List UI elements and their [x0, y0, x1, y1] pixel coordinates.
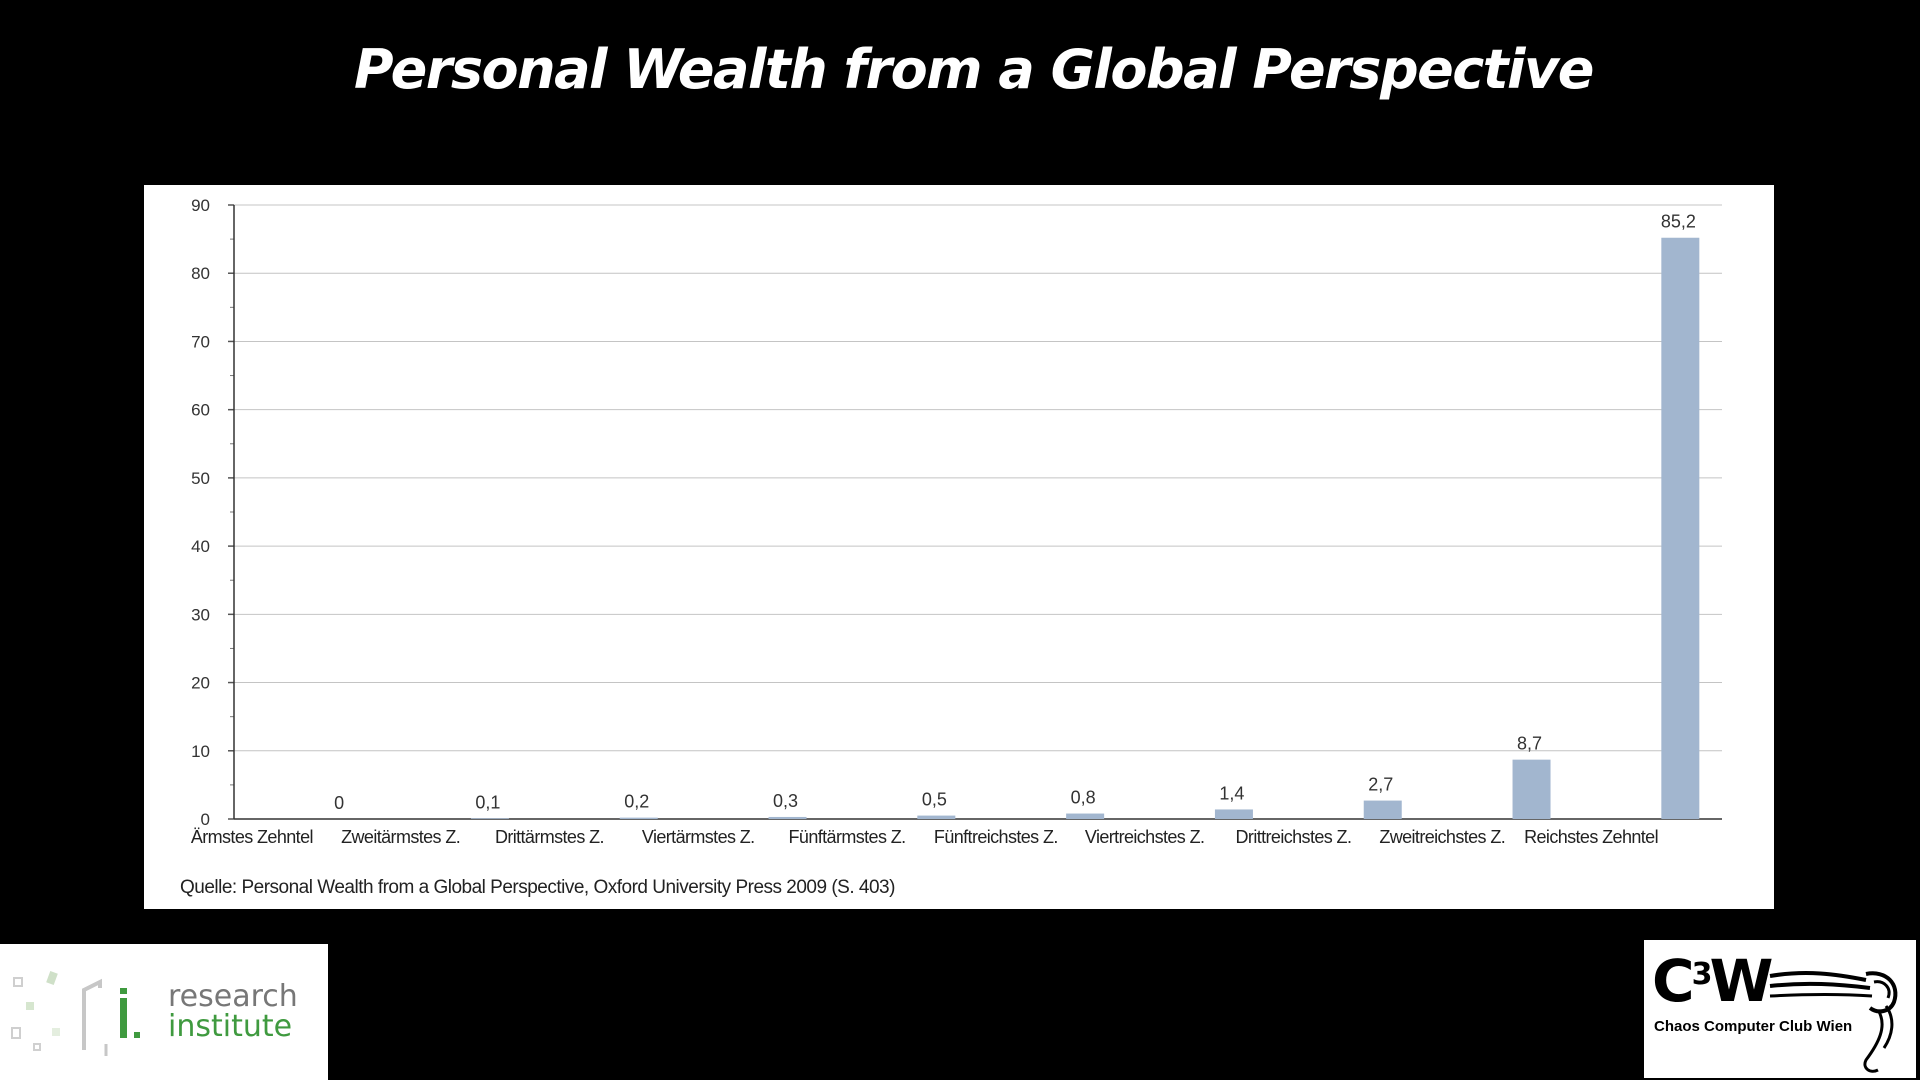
y-tick-label: 0 — [201, 810, 210, 829]
bar — [619, 817, 658, 819]
bar — [1661, 237, 1700, 819]
bar — [917, 815, 956, 819]
chart-panel: 0 10 20 30 40 50 60 70 80 90 0 Ärmstes Zehntel 0,1 Zw… — [144, 185, 1774, 909]
c3w-logo: C3W Chaos Computer Club Wien — [1644, 940, 1916, 1078]
research-institute-mark-icon — [11, 970, 140, 1056]
bar — [1214, 809, 1253, 819]
x-tick-label: Reichstes Zehntel — [1524, 827, 1658, 847]
source-note: Quelle: Personal Wealth from a Global Pe… — [180, 877, 895, 898]
bar — [470, 818, 509, 819]
y-tick-label: 10 — [191, 742, 210, 761]
x-tick-label: Zweitreichstes Z. — [1379, 827, 1505, 847]
x-tick-label: Fünftärmstes Z. — [789, 827, 906, 847]
data-label: 0,1 — [475, 792, 500, 812]
y-tick-label: 90 — [191, 196, 210, 215]
research-word: research — [168, 979, 298, 1014]
data-label: 0 — [334, 793, 344, 813]
cable-fist-icon — [1769, 971, 1898, 1073]
y-tick-label: 40 — [191, 537, 210, 556]
research-institute-wordmark: research institute — [168, 982, 298, 1042]
bar — [768, 816, 807, 819]
x-tick-label: Drittärmstes Z. — [495, 827, 604, 847]
x-tick-label: Viertärmstes Z. — [642, 827, 755, 847]
slide-title: Personal Wealth from a Global Perspectiv… — [354, 38, 1594, 101]
bar — [1066, 813, 1105, 819]
bar — [1363, 800, 1402, 819]
y-tick-label: 80 — [191, 264, 210, 283]
research-institute-logo: research institute — [0, 944, 328, 1080]
x-tick-label: Fünftreichstes Z. — [934, 827, 1058, 847]
data-label: 85,2 — [1661, 212, 1696, 232]
data-label: 0,5 — [922, 790, 947, 810]
institute-word: institute — [168, 1009, 293, 1044]
c3w-w: W — [1709, 947, 1773, 1015]
x-tick-label: Ärmstes Zehntel — [191, 827, 313, 847]
x-tick-label: Drittreichstes Z. — [1236, 827, 1352, 847]
y-tick-label: 60 — [191, 401, 210, 420]
y-tick-label: 30 — [191, 605, 210, 624]
y-tick-label: 50 — [191, 469, 210, 488]
x-tick-label: Zweitärmstes Z. — [341, 827, 460, 847]
data-label: 8,7 — [1517, 734, 1542, 754]
data-label: 0,3 — [773, 791, 798, 811]
data-label: 0,8 — [1071, 788, 1096, 808]
bar — [1512, 759, 1551, 819]
y-tick-label: 20 — [191, 674, 210, 693]
c3w-superscript: 3 — [1691, 957, 1713, 992]
data-label: 0,2 — [624, 792, 649, 812]
data-label: 1,4 — [1219, 783, 1244, 803]
c3w-wordmark: C3W — [1652, 946, 1773, 1016]
c3w-c: C — [1652, 947, 1695, 1015]
c3w-subtitle: Chaos Computer Club Wien — [1654, 1018, 1853, 1035]
x-tick-label: Viertreichstes Z. — [1085, 827, 1205, 847]
y-tick-label: 70 — [191, 332, 210, 351]
data-label: 2,7 — [1368, 775, 1393, 795]
